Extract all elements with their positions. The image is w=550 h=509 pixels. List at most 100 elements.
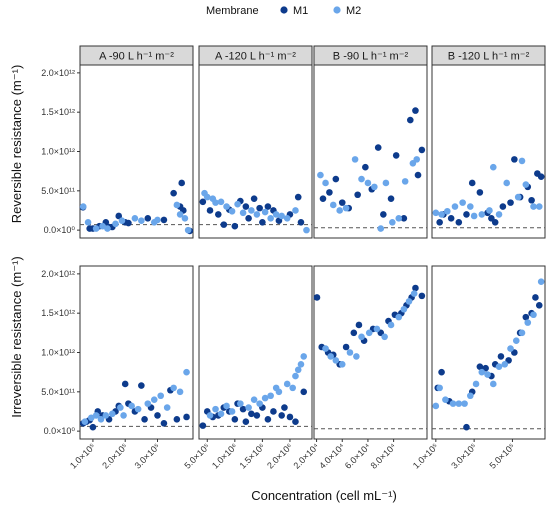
point-m2 [467,203,474,210]
point-m1 [332,175,340,183]
point-m2 [131,215,139,222]
point-m2 [358,175,365,183]
x-tick-label: 2.0×10⁵ [100,441,130,471]
strip-label: B -90 L h⁻¹ m⁻² [333,51,409,63]
x-tick-label: 1.0×10⁵ [68,441,98,471]
y-axis-title-reversible: Reversible resistance (m⁻¹) [9,65,24,224]
x-tick-label: 3.0×10⁵ [449,441,479,471]
point-m2 [128,402,135,410]
point-m2 [118,217,126,224]
point-m2 [322,345,329,352]
point-m2 [176,211,184,218]
x-tick-label: 1.0×10⁶ [210,441,240,471]
legend-label-m1: M1 [293,5,308,17]
point-m1 [522,313,530,321]
point-m2 [278,212,285,220]
strip-label: A -90 L h⁻¹ m⁻² [99,51,174,63]
point-m2 [79,203,87,210]
y-tick-label: 5.0×10¹¹ [41,186,75,196]
y-tick-label: 5.0×10¹¹ [41,387,75,397]
point-m1 [242,203,250,210]
point-m1 [270,408,277,415]
x-tick-label: 5.0×10⁵ [182,441,212,471]
point-m1 [121,380,129,388]
point-m2 [163,404,171,411]
point-m1 [338,199,346,206]
point-m2 [154,216,161,224]
point-m2 [373,325,381,333]
point-m2 [537,278,545,286]
point-m1 [242,418,250,426]
point-m2 [503,179,510,187]
point-m1 [380,211,387,218]
point-m2 [228,408,236,415]
point-m1 [507,199,514,206]
point-m2 [524,319,532,326]
legend-marker-m2 [333,6,341,14]
point-m2 [212,199,219,206]
y-tick-label: 1.5×10¹² [41,107,75,117]
point-m2 [117,404,124,411]
point-m2 [401,178,409,185]
point-m2 [467,392,474,400]
point-m2 [518,157,526,165]
point-m1 [173,416,181,423]
point-m2 [256,400,263,407]
point-m1 [392,152,400,159]
point-m2 [173,201,181,209]
point-m2 [112,220,119,228]
point-m2 [134,405,142,413]
point-m1 [253,412,261,419]
point-m2 [371,183,378,191]
point-m2 [489,163,497,171]
point-m2 [413,156,421,163]
point-m2 [449,400,457,407]
point-m1 [532,294,539,301]
point-m2 [451,203,459,210]
point-m2 [486,207,493,214]
panel-frame [79,64,194,239]
point-m2 [84,218,92,226]
point-m1 [528,196,535,204]
point-m1 [499,203,507,210]
point-m1 [491,218,499,226]
point-m2 [436,384,443,392]
point-m2 [438,211,445,218]
point-m1 [374,144,382,151]
panel-0-3: B -120 L h⁻¹ m⁻² [431,45,546,239]
y-tick-label: 0.0×10⁰ [44,225,76,235]
point-m1 [362,163,369,171]
point-m1 [170,189,177,197]
point-m2 [228,207,236,215]
legend-label-m2: M2 [346,5,361,17]
point-m2 [444,207,451,215]
point-m1 [400,215,408,222]
point-m2 [332,357,340,364]
y-tick-label: 1.0×10¹² [41,348,75,358]
point-m2 [387,321,395,329]
point-m1 [418,146,426,154]
point-m1 [245,215,252,222]
point-m1 [463,211,470,218]
point-m2 [292,207,299,214]
point-m2 [223,402,230,410]
point-m1 [89,423,97,431]
panel-0-0: A -90 L h⁻¹ m⁻² [79,45,194,239]
point-m2 [203,193,211,201]
point-m2 [223,203,230,210]
point-m1 [537,173,545,180]
point-m1 [511,156,518,163]
point-m1 [256,204,263,212]
x-tick-label: 6.0×10⁴ [343,441,373,471]
point-m1 [115,212,123,220]
point-m1 [264,416,272,423]
point-m2 [358,333,365,341]
point-m2 [267,215,274,222]
point-m2 [442,396,449,403]
point-m2 [181,215,189,222]
point-m2 [272,211,280,218]
point-m2 [364,179,372,187]
point-m1 [436,218,443,226]
